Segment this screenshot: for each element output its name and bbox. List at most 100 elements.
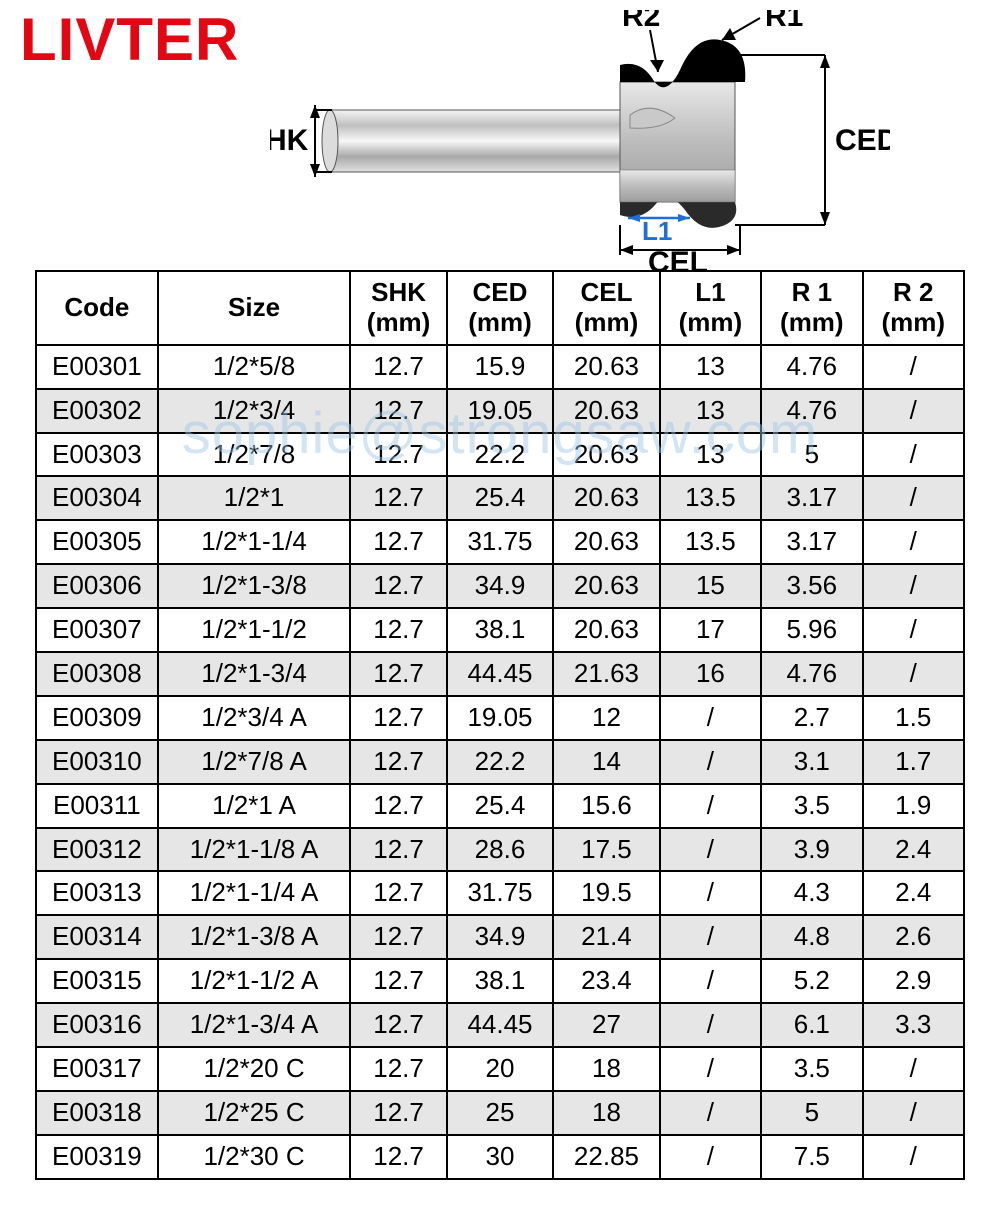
table-cell: 4.76 <box>761 345 862 389</box>
label-r1: R1 <box>765 10 803 33</box>
table-row: E003161/2*1-3/4 A12.744.4527/6.13.3 <box>36 1003 964 1047</box>
page: LIVTER <box>0 0 1000 1210</box>
table-cell: 19.05 <box>447 389 553 433</box>
table-cell: 1/2*1-1/4 A <box>158 871 351 915</box>
table-cell: / <box>660 1135 761 1179</box>
table-cell: 20.63 <box>553 433 659 477</box>
table-row: E003191/2*30 C12.73022.85/7.5/ <box>36 1135 964 1179</box>
table-cell: 12.7 <box>350 476 446 520</box>
table-cell: 12.7 <box>350 915 446 959</box>
table-cell: 13.5 <box>660 520 761 564</box>
table-header-cell: R 2(mm) <box>863 271 964 345</box>
table-cell: 1/2*1-3/4 A <box>158 1003 351 1047</box>
table-cell: 1/2*1 A <box>158 784 351 828</box>
table-cell: 15.9 <box>447 345 553 389</box>
table-cell: E00303 <box>36 433 158 477</box>
table-row: E003151/2*1-1/2 A12.738.123.4/5.22.9 <box>36 959 964 1003</box>
table-cell: 2.9 <box>863 959 964 1003</box>
table-cell: 12.7 <box>350 433 446 477</box>
table-cell: 31.75 <box>447 871 553 915</box>
table-cell: / <box>660 915 761 959</box>
table-cell: / <box>863 476 964 520</box>
table-cell: 4.8 <box>761 915 862 959</box>
table-cell: E00308 <box>36 652 158 696</box>
table-cell: 1.7 <box>863 740 964 784</box>
table-cell: 1/2*1-1/2 A <box>158 959 351 1003</box>
table-cell: 1/2*3/4 <box>158 389 351 433</box>
table-cell: 12.7 <box>350 784 446 828</box>
table-cell: 22.85 <box>553 1135 659 1179</box>
table-row: E003051/2*1-1/412.731.7520.6313.53.17/ <box>36 520 964 564</box>
table-cell: 18 <box>553 1091 659 1135</box>
table-cell: 18 <box>553 1047 659 1091</box>
table-cell: 28.6 <box>447 828 553 872</box>
table-cell: 20.63 <box>553 564 659 608</box>
table-cell: 16 <box>660 652 761 696</box>
table-cell: 20.63 <box>553 389 659 433</box>
table-cell: 3.17 <box>761 520 862 564</box>
table-cell: 22.2 <box>447 433 553 477</box>
table-cell: / <box>863 433 964 477</box>
table-cell: 2.4 <box>863 828 964 872</box>
table-cell: / <box>660 1047 761 1091</box>
table-header-cell: L1(mm) <box>660 271 761 345</box>
table-cell: 1/2*1-3/8 <box>158 564 351 608</box>
table-cell: 5 <box>761 433 862 477</box>
table-cell: 14 <box>553 740 659 784</box>
table-cell: 25 <box>447 1091 553 1135</box>
table-cell: 12.7 <box>350 696 446 740</box>
table-cell: 1.9 <box>863 784 964 828</box>
table-cell: 12.7 <box>350 389 446 433</box>
table-cell: 3.3 <box>863 1003 964 1047</box>
table-row: E003141/2*1-3/8 A12.734.921.4/4.82.6 <box>36 915 964 959</box>
table-cell: 20.63 <box>553 520 659 564</box>
table-cell: 12.7 <box>350 652 446 696</box>
table-cell: 3.56 <box>761 564 862 608</box>
table-cell: E00312 <box>36 828 158 872</box>
table-cell: 20.63 <box>553 345 659 389</box>
table-cell: 22.2 <box>447 740 553 784</box>
table-row: E003061/2*1-3/812.734.920.63153.56/ <box>36 564 964 608</box>
table-cell: E00317 <box>36 1047 158 1091</box>
table-cell: 44.45 <box>447 652 553 696</box>
table-header-cell: CED(mm) <box>447 271 553 345</box>
table-row: E003011/2*5/812.715.920.63134.76/ <box>36 345 964 389</box>
table-cell: / <box>863 345 964 389</box>
table-cell: 5.96 <box>761 608 862 652</box>
table-cell: 1/2*1-1/2 <box>158 608 351 652</box>
table-cell: E00304 <box>36 476 158 520</box>
table-cell: E00307 <box>36 608 158 652</box>
table-cell: 19.5 <box>553 871 659 915</box>
table-cell: 19.05 <box>447 696 553 740</box>
table-cell: 1.5 <box>863 696 964 740</box>
table-cell: E00306 <box>36 564 158 608</box>
table-header-cell: CEL(mm) <box>553 271 659 345</box>
table-cell: 30 <box>447 1135 553 1179</box>
table-cell: / <box>863 389 964 433</box>
table-row: E003171/2*20 C12.72018/3.5/ <box>36 1047 964 1091</box>
table-cell: 27 <box>553 1003 659 1047</box>
table-cell: 1/2*7/8 A <box>158 740 351 784</box>
table-row: E003131/2*1-1/4 A12.731.7519.5/4.32.4 <box>36 871 964 915</box>
table-cell: 12.7 <box>350 828 446 872</box>
table-row: E003101/2*7/8 A12.722.214/3.11.7 <box>36 740 964 784</box>
table-cell: E00315 <box>36 959 158 1003</box>
table-cell: 25.4 <box>447 784 553 828</box>
table-cell: E00301 <box>36 345 158 389</box>
table-row: E003121/2*1-1/8 A12.728.617.5/3.92.4 <box>36 828 964 872</box>
table-row: E003111/2*1 A12.725.415.6/3.51.9 <box>36 784 964 828</box>
table-cell: E00302 <box>36 389 158 433</box>
table-cell: / <box>660 1091 761 1135</box>
router-bit-diagram: SHK CED CEL L1 R1 <box>270 10 890 270</box>
table-cell: 3.9 <box>761 828 862 872</box>
table-cell: 4.3 <box>761 871 862 915</box>
table-header-cell: SHK(mm) <box>350 271 446 345</box>
table-cell: E00314 <box>36 915 158 959</box>
table-cell: 13.5 <box>660 476 761 520</box>
table-cell: 1/2*1-1/8 A <box>158 828 351 872</box>
table-cell: 3.5 <box>761 1047 862 1091</box>
table-cell: E00318 <box>36 1091 158 1135</box>
table-cell: / <box>863 608 964 652</box>
table-cell: 13 <box>660 433 761 477</box>
table-cell: 38.1 <box>447 608 553 652</box>
